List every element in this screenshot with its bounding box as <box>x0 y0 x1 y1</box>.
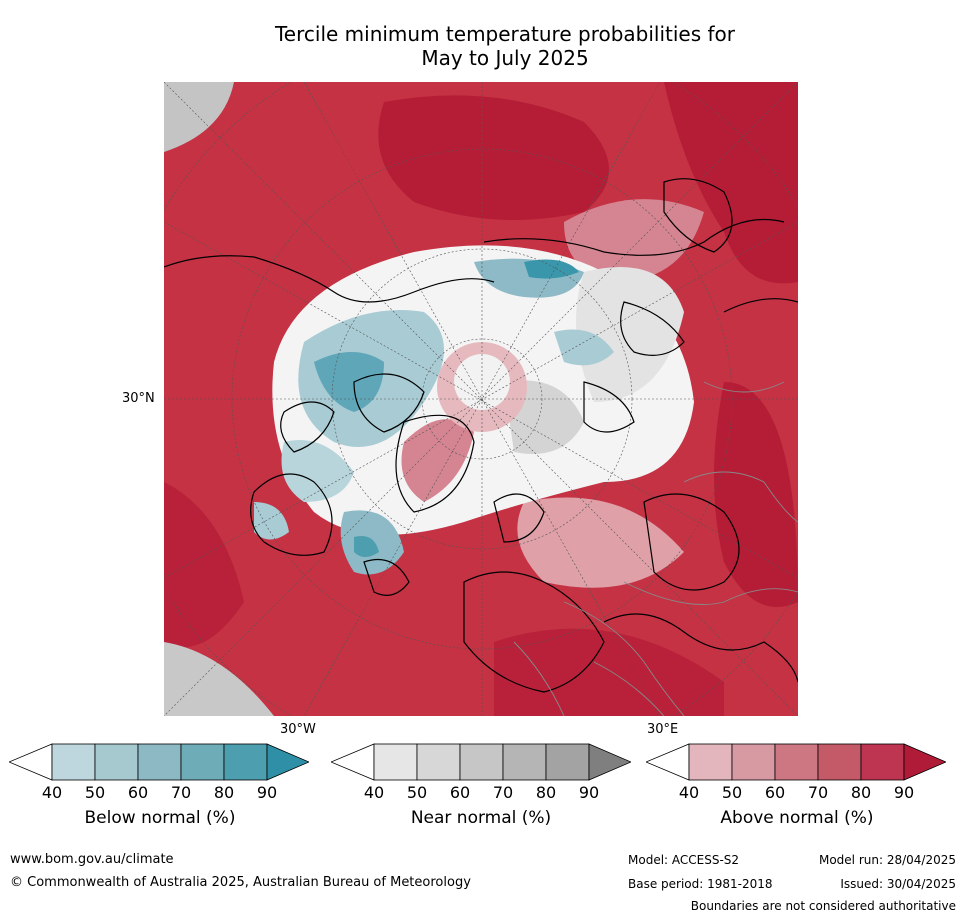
colorbar-segment <box>416 743 461 781</box>
colorbar-segment <box>373 743 418 781</box>
colorbar-label-near: Near normal (%) <box>410 808 552 828</box>
tick-near-90: 90 <box>578 783 600 802</box>
chart-title: Tercile minimum temperature probabilitie… <box>160 22 850 70</box>
tick-above-40: 40 <box>678 783 700 802</box>
tick-below-60: 60 <box>127 783 149 802</box>
colorbar-near <box>331 743 631 781</box>
tick-near-40: 40 <box>363 783 385 802</box>
region-above-dark <box>664 82 798 284</box>
lon-label-30w: 30°W <box>280 722 316 737</box>
region-below-light <box>254 502 289 540</box>
colorbar-segment <box>137 743 182 781</box>
title-line-1: Tercile minimum temperature probabilitie… <box>274 22 736 46</box>
probability-map <box>164 82 798 716</box>
tick-above-70: 70 <box>807 783 829 802</box>
region-near <box>576 267 684 402</box>
graticule <box>164 82 798 716</box>
title-line-2: May to July 2025 <box>421 46 589 70</box>
tick-below-90: 90 <box>256 783 278 802</box>
region-above-light <box>401 419 474 502</box>
colorbar-segment <box>94 743 139 781</box>
colorbar-segment <box>817 743 862 781</box>
colorbar-segment <box>688 743 733 781</box>
colorbar-segment <box>459 743 504 781</box>
footer-model: Model: ACCESS-S2 <box>628 853 740 867</box>
coastlines <box>164 178 798 693</box>
footer-disclaimer: Boundaries are not considered authoritat… <box>690 899 956 913</box>
colorbar-segment <box>502 743 547 781</box>
tick-above-60: 60 <box>764 783 786 802</box>
colorbar-segment <box>774 743 819 781</box>
region-above-dark <box>378 95 609 220</box>
region-below-light <box>281 440 354 502</box>
region-near <box>164 642 274 716</box>
tick-above-80: 80 <box>850 783 872 802</box>
colorbar-label-above: Above normal (%) <box>720 808 874 828</box>
footer-copyright: © Commonwealth of Australia 2025, Austra… <box>10 875 471 890</box>
tick-above-50: 50 <box>721 783 743 802</box>
tick-near-60: 60 <box>449 783 471 802</box>
region-below-dark <box>524 259 579 279</box>
colorbar-segment <box>731 743 776 781</box>
region-above-dark <box>164 482 244 647</box>
region-below-dark <box>354 536 379 557</box>
map-canvas <box>164 82 798 716</box>
region-below-light <box>554 329 614 366</box>
colorbar-segment <box>51 743 96 781</box>
borders <box>513 381 798 716</box>
tick-below-40: 40 <box>41 783 63 802</box>
region-above-dark <box>714 382 798 607</box>
colorbar-label-below: Below normal (%) <box>84 808 236 828</box>
colorbar-segment <box>545 743 590 781</box>
colorbar-above <box>646 743 946 781</box>
colorbar-segment <box>223 743 268 781</box>
footer-issued: Issued: 30/04/2025 <box>840 877 956 891</box>
tick-below-50: 50 <box>84 783 106 802</box>
tick-near-70: 70 <box>492 783 514 802</box>
region-below <box>314 352 384 412</box>
tick-below-70: 70 <box>170 783 192 802</box>
tick-below-80: 80 <box>213 783 235 802</box>
footer-base-period: Base period: 1981-2018 <box>628 877 773 891</box>
lon-label-30e: 30°E <box>647 722 679 737</box>
region-above-light <box>517 497 684 588</box>
colorbar-below <box>9 743 309 781</box>
tick-above-90: 90 <box>893 783 915 802</box>
colorbar-segment <box>860 743 905 781</box>
colorbar-segment <box>180 743 225 781</box>
footer-website: www.bom.gov.au/climate <box>10 852 174 867</box>
tick-near-80: 80 <box>535 783 557 802</box>
lat-label-30n: 30°N <box>122 391 155 406</box>
tick-near-50: 50 <box>406 783 428 802</box>
footer-model-run: Model run: 28/04/2025 <box>818 853 956 867</box>
